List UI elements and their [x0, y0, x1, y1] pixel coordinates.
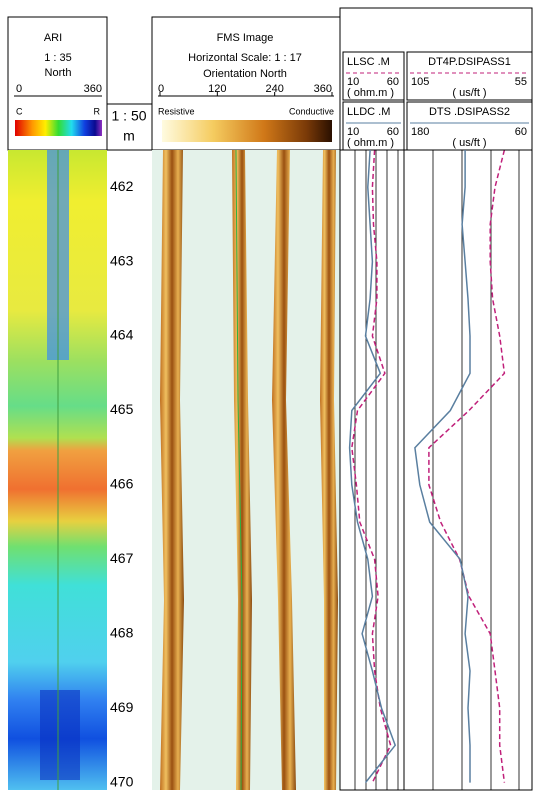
fms-pad	[320, 150, 338, 790]
curve-name: DT4P.DSIPASS1	[428, 56, 511, 68]
ari-color-right: R	[94, 106, 101, 116]
depth-label: 462	[110, 178, 134, 194]
fms-orientation-line	[235, 149, 243, 791]
log-curve	[351, 149, 392, 783]
depth-label: 465	[110, 401, 134, 417]
curve-scale-left: 105	[411, 76, 429, 88]
curve-header-box	[342, 101, 405, 151]
curve-header-box	[342, 51, 405, 101]
ari-color-left: C	[16, 106, 23, 116]
ari-scale: 1 : 35	[44, 52, 72, 64]
fms-pad	[272, 150, 296, 790]
curve-name: LLSC .M	[347, 56, 390, 68]
curve-name: LLDC .M	[347, 106, 390, 118]
fms-tick-label: 360	[314, 83, 332, 95]
log-curve	[428, 149, 506, 783]
curve-scale-right: 60	[515, 126, 527, 138]
depth-label: 469	[110, 699, 134, 715]
depth-unit: m	[123, 128, 135, 144]
curve-scale-left: 10	[347, 126, 359, 138]
curve-header-box	[406, 51, 533, 101]
fms-tick-label: 240	[265, 83, 283, 95]
depth-label: 470	[110, 773, 134, 789]
ari-image-feature	[40, 690, 80, 780]
curve-scale-left: 10	[347, 76, 359, 88]
log-track-frame	[339, 149, 533, 791]
ari-title: ARI	[44, 32, 62, 44]
log-curve	[348, 149, 397, 784]
depth-label: 463	[110, 252, 134, 268]
fms-pad	[160, 150, 184, 790]
ari-orientation: North	[45, 67, 72, 79]
depth-label: 464	[110, 327, 134, 343]
curve-unit: ( ohm.m )	[347, 137, 394, 149]
curve-name: DTS .DSIPASS2	[429, 106, 510, 118]
depth-label: 468	[110, 624, 134, 640]
log-header-box	[339, 7, 533, 151]
curve-scale-right: 55	[515, 76, 527, 88]
ari-range-start: 0	[16, 83, 22, 95]
curve-scale-right: 60	[387, 126, 399, 138]
depth-label: 467	[110, 550, 134, 566]
depth-label: 466	[110, 476, 134, 492]
fms-color-bar	[162, 120, 332, 142]
log-curve	[414, 150, 471, 783]
curve-header-box	[406, 101, 533, 151]
curve-scale-left: 180	[411, 126, 429, 138]
fms-color-left: Resistive	[158, 106, 195, 116]
fms-tick-label: 120	[208, 83, 226, 95]
fms-orientation: Orientation North	[203, 68, 287, 80]
curve-scale-right: 60	[387, 76, 399, 88]
curve-unit: ( ohm.m )	[347, 87, 394, 99]
fms-tick-label: 0	[158, 83, 164, 95]
grid-lines	[354, 150, 520, 790]
ari-color-bar	[15, 120, 102, 136]
fms-scale: Horizontal Scale: 1 : 17	[188, 52, 302, 64]
depth-scale: 1 : 50	[111, 108, 146, 124]
curve-unit: ( us/ft )	[452, 87, 486, 99]
curve-unit: ( us/ft )	[452, 137, 486, 149]
ari-range-end: 360	[84, 83, 102, 95]
fms-color-right: Conductive	[289, 106, 334, 116]
fms-title: FMS Image	[217, 32, 274, 44]
